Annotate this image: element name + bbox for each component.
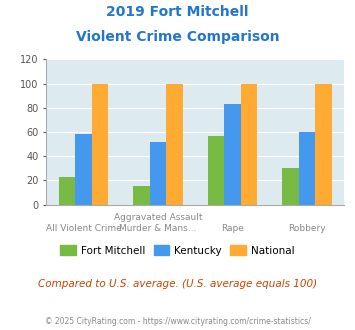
Bar	[166, 83, 182, 205]
Bar	[150, 142, 166, 205]
Bar	[299, 132, 315, 205]
Text: Robbery: Robbery	[288, 224, 326, 233]
Text: Aggravated Assault: Aggravated Assault	[114, 213, 202, 222]
Bar	[283, 168, 299, 205]
Bar	[224, 104, 241, 205]
Text: Violent Crime Comparison: Violent Crime Comparison	[76, 30, 279, 44]
Bar	[241, 83, 257, 205]
Text: Murder & Mans...: Murder & Mans...	[119, 224, 197, 233]
Bar	[315, 83, 332, 205]
Text: Rape: Rape	[221, 224, 244, 233]
Text: 2019 Fort Mitchell: 2019 Fort Mitchell	[106, 5, 249, 19]
Bar	[92, 83, 108, 205]
Text: © 2025 CityRating.com - https://www.cityrating.com/crime-statistics/: © 2025 CityRating.com - https://www.city…	[45, 317, 310, 326]
Bar	[208, 136, 224, 205]
Text: Compared to U.S. average. (U.S. average equals 100): Compared to U.S. average. (U.S. average …	[38, 279, 317, 289]
Bar	[75, 134, 92, 205]
Bar	[59, 177, 75, 205]
Bar	[133, 186, 150, 205]
Text: All Violent Crime: All Violent Crime	[45, 224, 121, 233]
Legend: Fort Mitchell, Kentucky, National: Fort Mitchell, Kentucky, National	[56, 241, 299, 260]
